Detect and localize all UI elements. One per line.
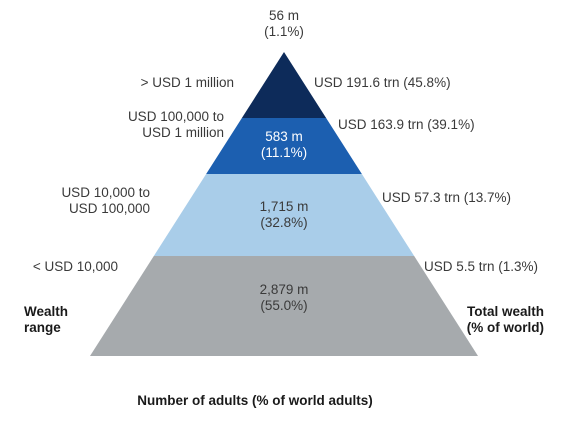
- tier-3-adults-share-label: (32.8%): [260, 215, 307, 230]
- tier-4-wealth-range-line-1: < USD 10,000: [33, 259, 118, 274]
- right-axis-label-line-2: (% of world): [467, 320, 544, 335]
- tier-3-wealth-range-line-2: USD 100,000: [69, 201, 150, 216]
- tier-2-total-wealth-label: USD 163.9 trn (39.1%): [338, 117, 475, 132]
- left-axis-label-line-1: Wealth: [24, 304, 68, 319]
- tier-3-adults-label: 1,715 m: [260, 199, 309, 214]
- tier-1-adults-label: 56 m: [269, 8, 299, 23]
- pyramid-tier-1: [241, 52, 327, 118]
- tier-1-total-wealth-label: USD 191.6 trn (45.8%): [314, 75, 451, 90]
- tier-2-wealth-range-line-2: USD 1 million: [142, 125, 224, 140]
- tier-4-adults-share-label: (55.0%): [260, 298, 307, 313]
- tier-3-total-wealth-label: USD 57.3 trn (13.7%): [382, 190, 511, 205]
- tier-1-adults-share-label: (1.1%): [264, 24, 304, 39]
- pyramid-tier-3: [153, 174, 415, 256]
- right-axis-label-line-1: Total wealth: [467, 304, 544, 319]
- tier-4-total-wealth-label: USD 5.5 trn (1.3%): [424, 259, 538, 274]
- tier-2-adults-share-label: (11.1%): [261, 145, 307, 160]
- tier-4-adults-label: 2,879 m: [260, 282, 309, 297]
- pyramid-tier-4: [90, 256, 478, 356]
- tier-2-wealth-range-line-1: USD 100,000 to: [128, 109, 224, 124]
- tier-1-wealth-range-line-1: > USD 1 million: [141, 75, 234, 90]
- left-axis-label-line-2: range: [24, 320, 61, 335]
- tier-2-adults-label: 583 m: [265, 129, 303, 144]
- tier-3-wealth-range-line-1: USD 10,000 to: [61, 185, 150, 200]
- pyramid-tier-2: [206, 118, 362, 174]
- x-axis-label: Number of adults (% of world adults): [137, 393, 373, 408]
